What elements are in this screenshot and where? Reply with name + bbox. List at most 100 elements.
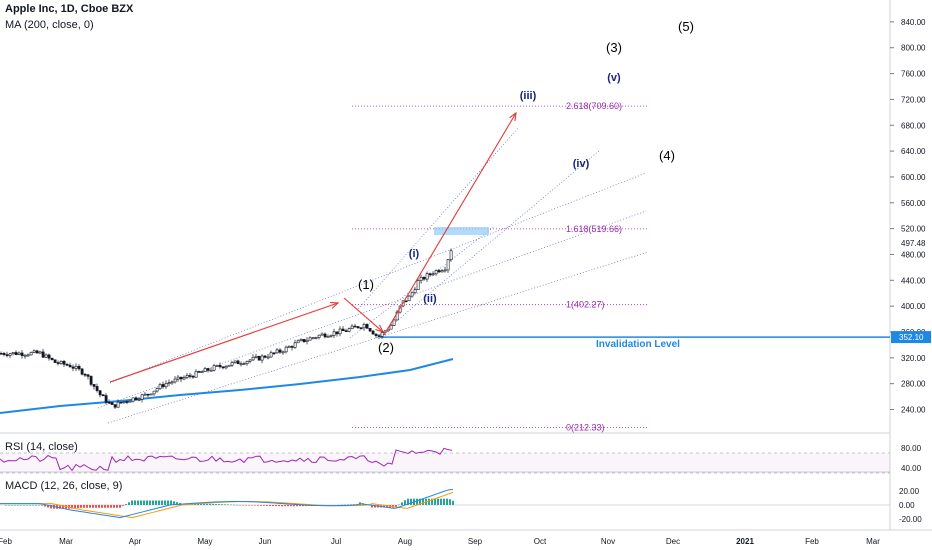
candle-body [17,352,21,355]
macd-hist-bar [215,504,217,505]
macd-hist-bar [89,505,91,508]
candle-body [281,351,285,354]
candle-body [377,335,381,337]
y-tick-label: 520.00 [901,225,926,234]
rsi-tick-label: 40.00 [901,464,922,473]
candle-body [434,270,438,275]
y-tick-label: 320.00 [901,354,926,363]
candle-body [116,401,120,408]
macd-hist-bar [167,500,169,505]
macd-hist-bar [176,502,178,505]
candle-body [380,332,384,337]
macd-hist-bar [341,504,343,506]
x-tick-label: Mar [59,537,73,546]
macd-tick-label: -20.00 [899,515,922,524]
macd-hist-bar [242,505,244,506]
macd-hist-bar [236,504,238,506]
macd-hist-bar [275,505,277,507]
candle-body [185,375,189,378]
candle-body [224,366,228,369]
macd-hist-bar [203,503,205,505]
candle-body [356,326,360,329]
macd-hist-bar [74,505,76,509]
rsi-band [0,453,890,473]
candle-body [140,394,144,400]
macd-hist-bar [245,505,247,506]
x-tick-label: Nov [601,537,615,546]
macd-hist-bar [227,504,229,505]
macd-hist-bar [155,500,157,505]
macd-hist-bar [437,498,439,505]
candle-body [389,325,393,330]
y-tick-label: 840.00 [901,18,926,27]
macd-hist-bar [287,505,289,507]
candle-body [146,393,150,396]
candle-body [173,378,177,383]
macd-hist-bar [119,505,121,508]
candle-body [11,352,15,355]
candle-body [326,336,330,338]
macd-hist-bar [428,498,430,505]
candle-body [200,371,204,374]
candle-body [197,371,201,373]
macd-hist-bar [146,500,148,505]
candle-body [332,331,336,336]
y-tick-label: 680.00 [901,121,926,130]
candle-body [38,351,42,354]
candle-body [143,393,147,396]
candle-body [278,349,282,353]
macd-hist-bar [230,504,232,506]
macd-line [0,489,453,519]
macd-hist-bar [50,505,52,509]
candle-body [314,337,318,339]
candle-body [128,400,132,403]
macd-hist-bar [290,505,292,507]
candle-body [227,364,231,367]
candle-body [341,328,345,331]
fib-level-label: 1.618(519.66) [566,224,622,234]
macd-hist-bar [71,505,73,509]
candle-body [26,354,30,357]
macd-hist-bar [173,501,175,505]
candle-body [0,352,3,355]
candle-body [206,368,210,371]
candle-body [155,388,159,392]
macd-hist-bar [299,505,301,507]
candle-body [8,353,12,356]
macd-hist-bar [443,498,445,505]
fib-level-label: 0(212.33) [566,422,605,432]
candle-body [437,270,441,273]
candle-body [317,334,321,338]
macd-hist-bar [293,505,295,507]
candle-body [47,354,51,359]
candle-body [272,352,276,355]
candle-body [86,374,90,377]
candle-body [344,330,348,332]
candle-body [248,359,252,362]
candle-body [95,386,99,391]
candle-body [308,337,312,341]
candle-body [101,394,105,397]
macd-hist-bar [272,505,274,507]
candle-body [257,356,261,361]
candle-body [182,377,186,380]
macd-hist-bar [398,504,400,506]
candle-body [320,333,324,336]
candle-body [161,384,165,388]
macd-hist-bar [440,498,442,505]
macd-hist-bar [410,498,412,505]
candle-body [275,349,279,354]
y-tick-label: 800.00 [901,44,926,53]
candle-body [125,401,129,403]
macd-legend: MACD (12, 26, close, 9) [5,480,123,492]
macd-hist-bar [449,499,451,505]
arrow-line [343,297,384,333]
candle-body [419,276,423,281]
candle-body [362,324,366,329]
wave-label: (v) [607,72,621,84]
wave-label: (3) [606,40,622,55]
candle-body [335,331,339,335]
x-tick-label: Oct [534,537,547,546]
